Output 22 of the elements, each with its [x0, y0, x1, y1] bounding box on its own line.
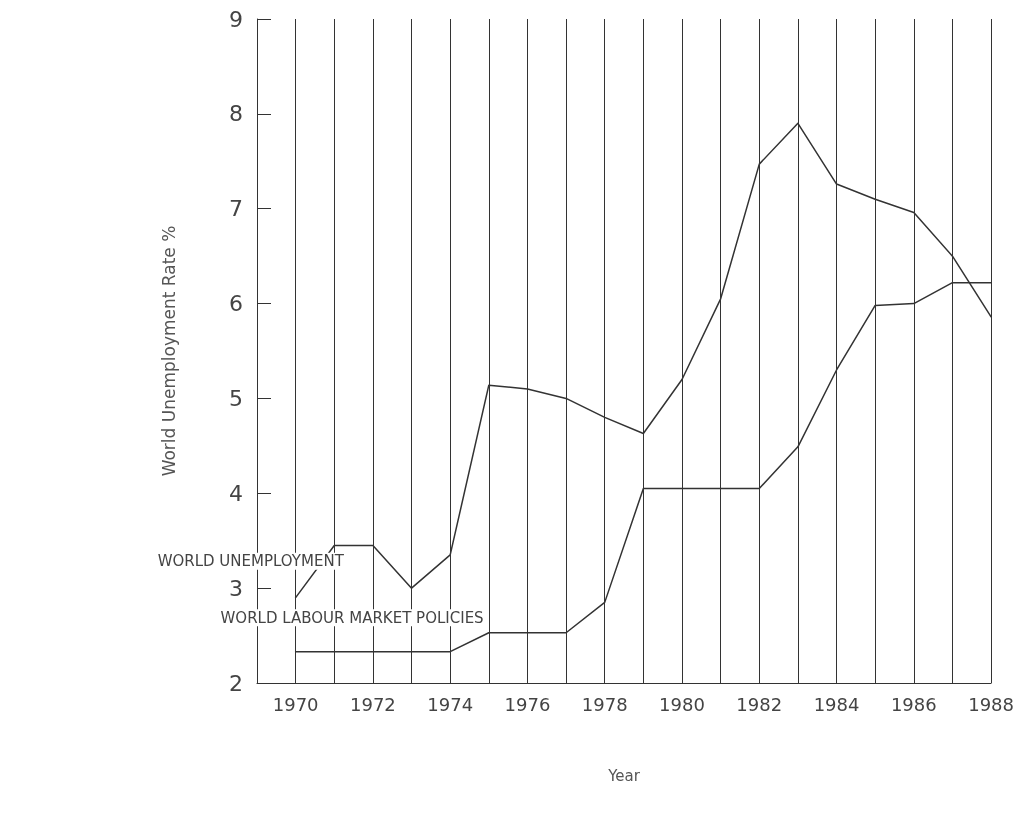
- series-label: WORLD LABOUR MARKET POLICIES: [220, 608, 484, 627]
- y-tick-label: 5: [229, 385, 243, 411]
- y-tick-label: 2: [229, 670, 243, 696]
- x-tick-label: 1976: [504, 693, 551, 715]
- y-tick-label: 8: [229, 101, 243, 127]
- series-label: WORLD UNEMPLOYMENT: [157, 552, 345, 571]
- y-axis-title: World Unemployment Rate %: [158, 225, 179, 477]
- y-tick-label: 3: [229, 575, 243, 601]
- x-tick-label: 1978: [581, 693, 628, 715]
- y-tick-label: 4: [229, 480, 243, 506]
- x-axis-title: Year: [607, 766, 641, 785]
- y-tick-label: 9: [229, 6, 243, 32]
- x-tick-label: 1982: [736, 693, 783, 715]
- x-tick-label: 1972: [350, 693, 396, 715]
- x-tick-label: 1988: [968, 693, 1014, 715]
- x-tick-label: 1980: [659, 693, 705, 715]
- x-tick-label: 1986: [890, 693, 937, 715]
- y-tick-label: 7: [229, 196, 243, 222]
- y-tick-label: 6: [229, 291, 243, 317]
- x-tick-label: 1984: [813, 693, 860, 715]
- x-tick-label: 1970: [272, 693, 319, 715]
- x-tick-label: 1974: [427, 693, 474, 715]
